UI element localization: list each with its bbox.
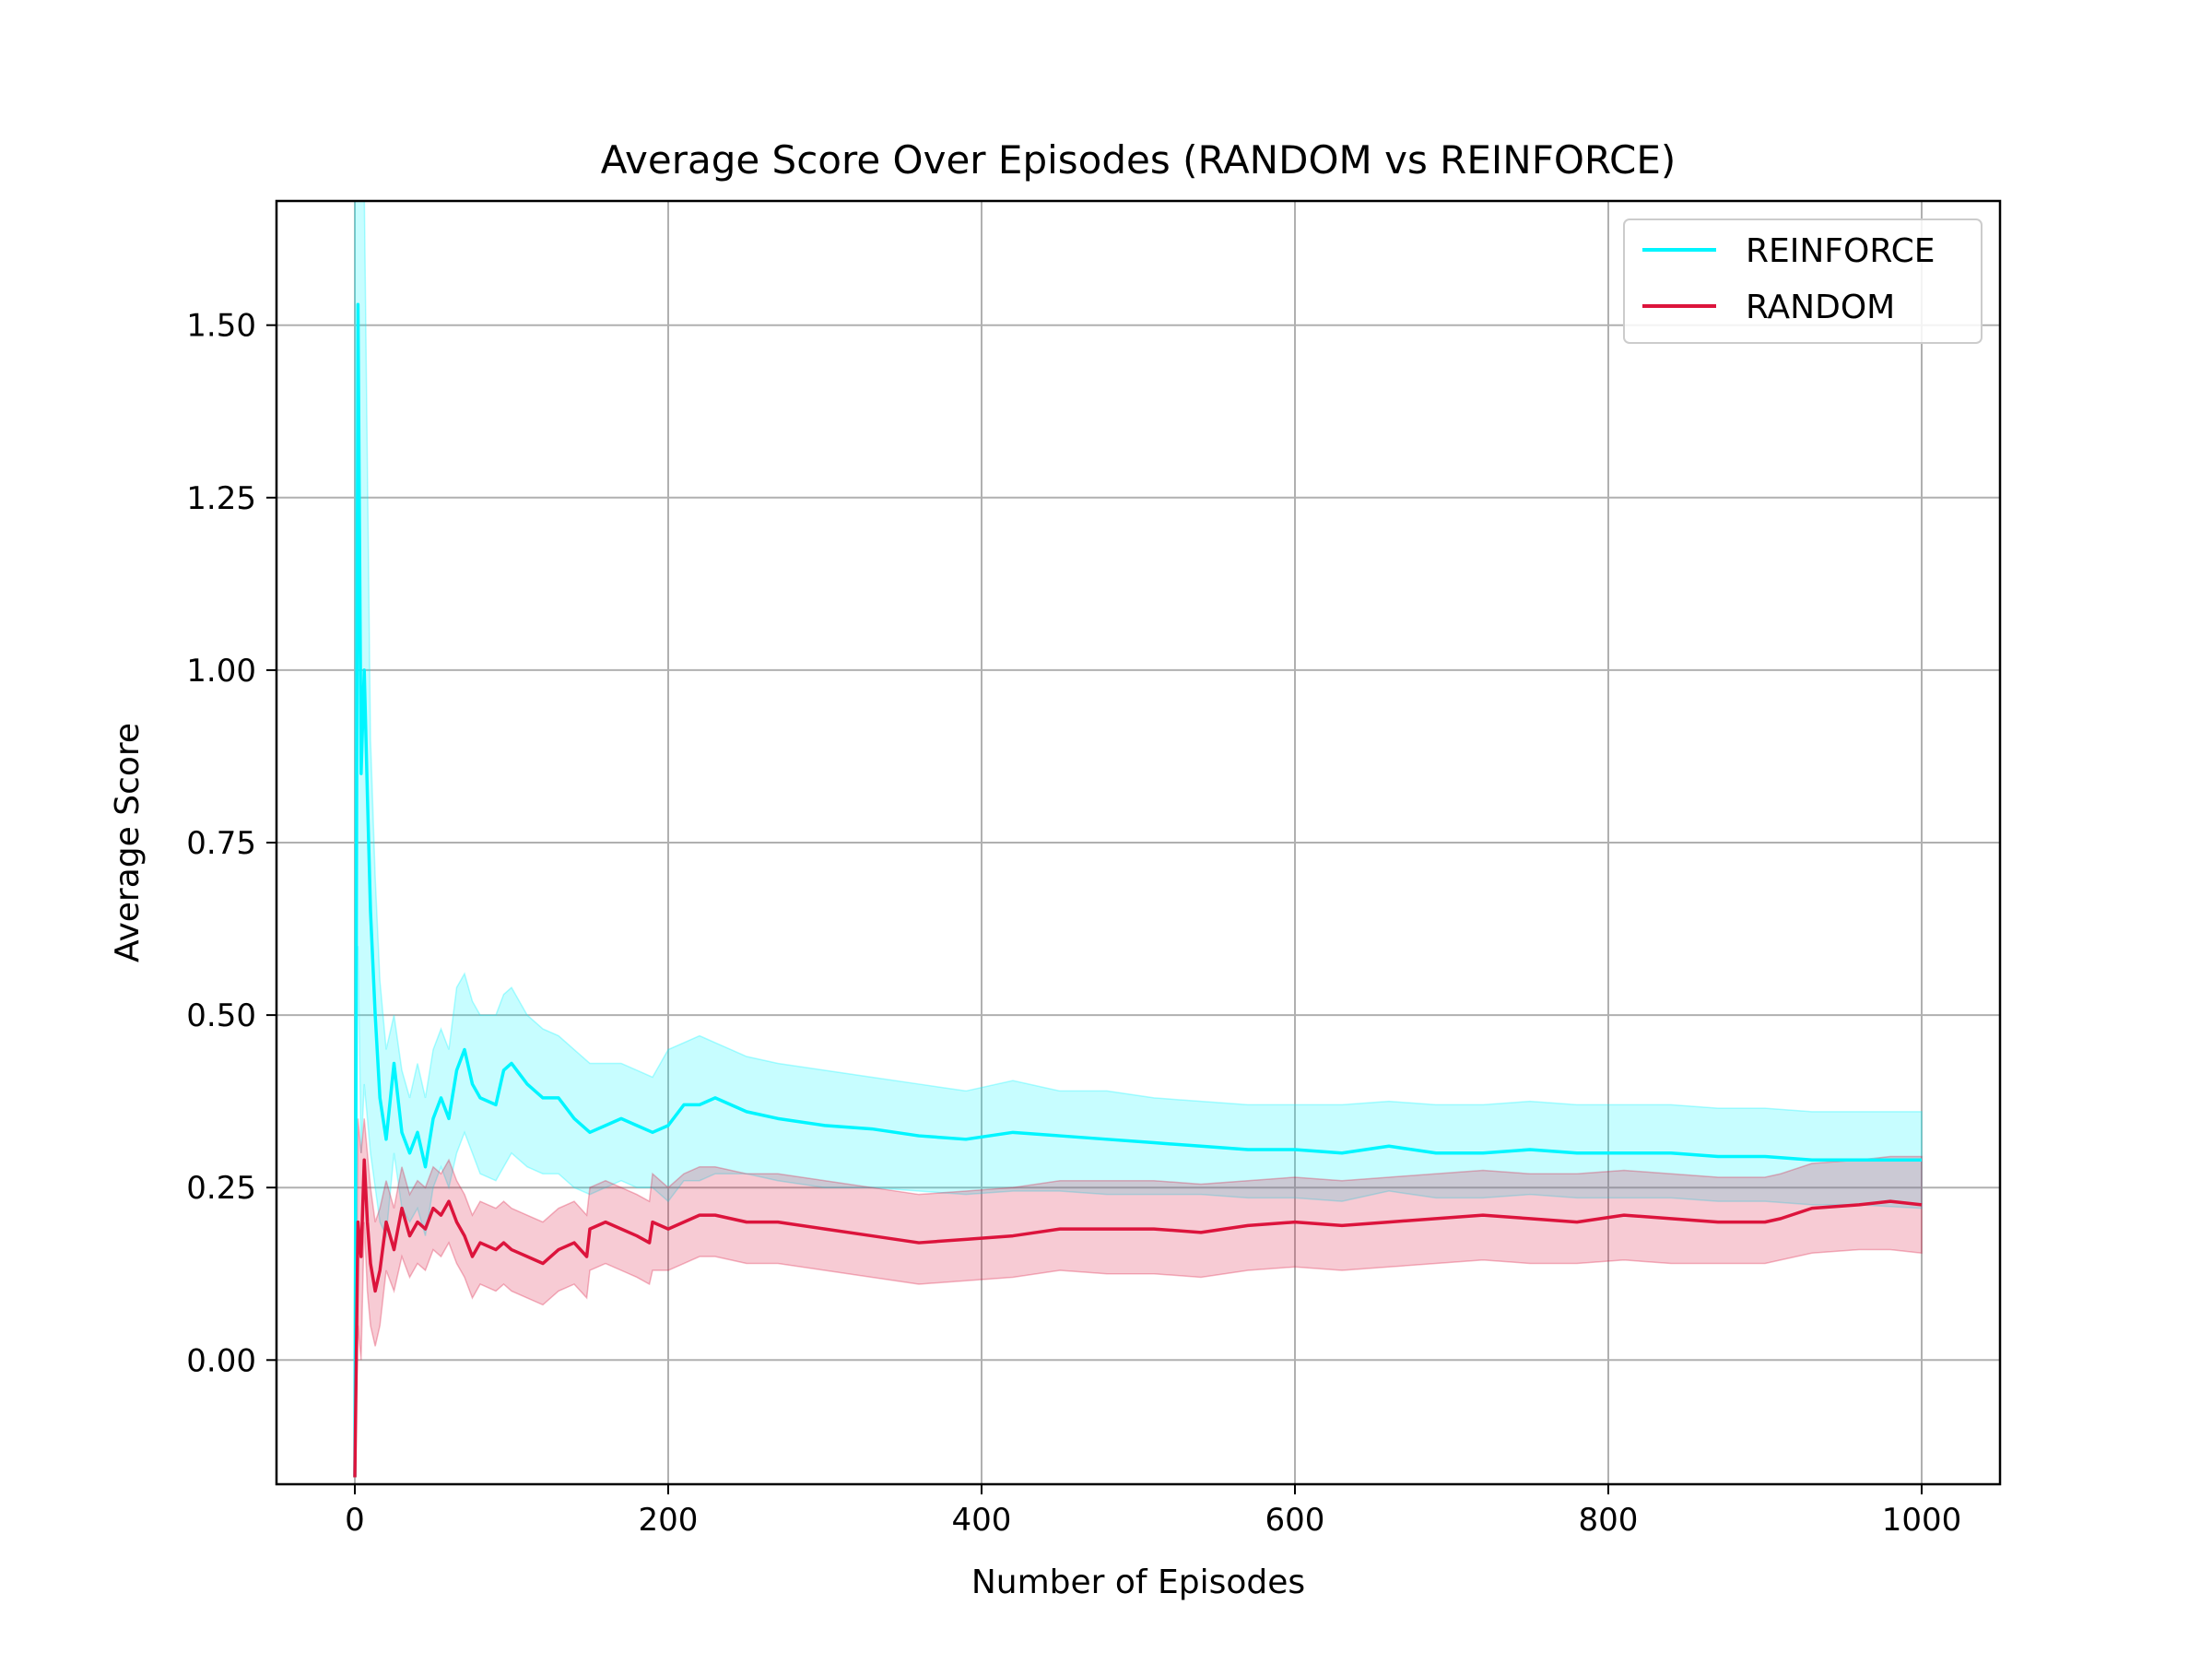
y-tick-label: 1.25 bbox=[186, 480, 256, 517]
axis-ticks: 0 200 400 600 800 1000 0.00 0.25 0.50 0.75 1.00 1.2… bbox=[186, 308, 1961, 1539]
line-reinforce bbox=[353, 302, 1922, 1478]
confidence-bands bbox=[354, 201, 1923, 1478]
y-tick-label: 0.75 bbox=[186, 825, 256, 862]
y-tick-label: 0.25 bbox=[186, 1170, 256, 1207]
band-random bbox=[354, 1118, 1923, 1478]
grid-layer bbox=[276, 201, 2000, 1484]
x-tick-label: 1000 bbox=[1882, 1502, 1962, 1539]
x-tick-label: 0 bbox=[345, 1502, 365, 1539]
y-tick-label: 0.00 bbox=[186, 1342, 256, 1379]
x-tick-label: 200 bbox=[639, 1502, 699, 1539]
legend: REINFORCE RANDOM bbox=[1623, 218, 1983, 344]
y-tick-label: 0.50 bbox=[186, 997, 256, 1034]
y-axis-label: Average Score bbox=[109, 723, 147, 962]
legend-label-random: RANDOM bbox=[1746, 289, 1895, 326]
series-lines bbox=[353, 302, 1923, 1478]
x-tick-label: 800 bbox=[1579, 1502, 1639, 1539]
line-random bbox=[353, 1158, 1923, 1478]
legend-label-reinforce: REINFORCE bbox=[1746, 232, 1935, 270]
y-tick-label: 1.50 bbox=[186, 308, 256, 345]
x-axis-label: Number of Episodes bbox=[971, 1564, 1305, 1601]
x-tick-label: 400 bbox=[952, 1502, 1012, 1539]
x-tick-label: 600 bbox=[1265, 1502, 1325, 1539]
chart-title: Average Score Over Episodes (RANDOM vs R… bbox=[601, 137, 1677, 183]
y-tick-label: 1.00 bbox=[186, 653, 256, 690]
band-reinforce bbox=[354, 201, 1923, 1478]
